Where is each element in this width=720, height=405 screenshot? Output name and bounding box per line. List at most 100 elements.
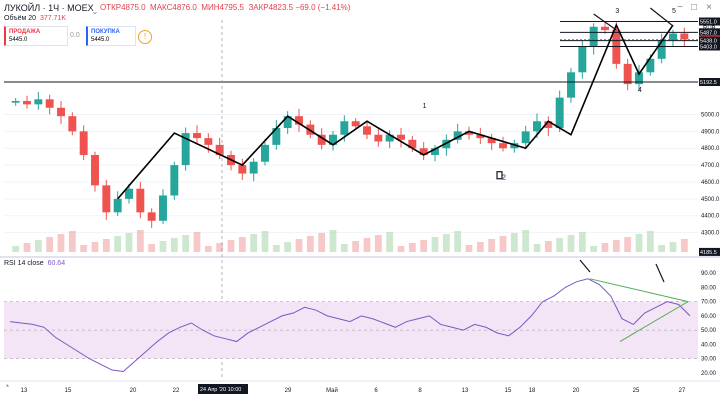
candle-body — [612, 30, 621, 64]
volume-bar — [431, 237, 439, 252]
candle-body — [11, 100, 20, 103]
price-tag — [699, 17, 720, 26]
wave-trend-line — [117, 23, 674, 200]
minimize-icon[interactable]: − — [677, 2, 683, 13]
arrow-line — [655, 263, 665, 283]
volume-bar — [635, 234, 643, 252]
price-tick-label: 4700.0 — [701, 163, 720, 169]
candle-body — [283, 116, 292, 128]
volume-bar — [352, 241, 360, 252]
rsi-legend: RSI 14 close 60.64 — [4, 260, 65, 267]
time-tick-label: 13 — [462, 388, 469, 394]
candle-body — [147, 212, 156, 221]
candle-body — [113, 198, 122, 213]
candle-body — [499, 143, 507, 149]
maximize-icon[interactable]: □ — [690, 2, 698, 13]
price-tick-label: 4900.0 — [701, 129, 720, 135]
volume-bar — [159, 241, 167, 252]
volume-value: 377.71K — [39, 15, 67, 22]
volume-bar — [12, 246, 20, 252]
volume-bar — [476, 242, 484, 252]
volume-bar — [227, 240, 235, 252]
candle-body — [249, 161, 258, 174]
candle-body — [125, 188, 133, 199]
candle-body — [159, 195, 167, 221]
volume-bar — [669, 242, 677, 252]
open-value: ОТКР4875.0 — [100, 3, 146, 12]
volume-bar — [238, 237, 246, 252]
volume-readout: Объём 20 377.71K — [4, 15, 66, 22]
candle-body — [23, 100, 31, 105]
volume-bar — [23, 243, 31, 252]
time-tick-label: 18 — [529, 388, 536, 394]
volume-bar — [148, 244, 156, 252]
volume-bar — [408, 243, 416, 252]
time-tick-label: 8 — [418, 388, 422, 394]
candle-body — [589, 26, 598, 47]
candle-body — [238, 165, 247, 174]
volume-bar — [340, 244, 348, 252]
time-tick-label: 22 — [173, 388, 180, 394]
time-tick-label: 20 — [573, 388, 580, 394]
volume-bar — [374, 235, 382, 252]
candle-body — [374, 134, 383, 142]
wave-label: 3 — [615, 8, 619, 15]
volume-label: Объём 20 — [4, 15, 37, 22]
volume-bar — [612, 240, 620, 252]
buy-price: 5445.0 — [91, 37, 110, 43]
arrow-line — [593, 13, 617, 31]
rsi-line — [9, 278, 691, 372]
price-tag-label: 4185.5 — [700, 250, 717, 256]
candle-body — [544, 121, 553, 128]
info-icon[interactable]: ! — [138, 30, 152, 44]
candle-body — [521, 131, 530, 144]
candle-body — [385, 134, 394, 142]
price-tag — [699, 247, 720, 256]
chart-settings-icon[interactable]: ◔ — [4, 381, 10, 391]
candle-body — [102, 185, 111, 213]
rsi-tick-label: 30.00 — [701, 357, 717, 363]
chart-header: ЛУКОЙЛ · 1Ч · MOEX ⌄ — [4, 3, 98, 16]
rsi-trend-line — [589, 278, 689, 303]
wave-label: 5 — [672, 8, 676, 15]
volume-bar — [216, 243, 224, 252]
price-tag — [699, 78, 720, 87]
chevron-down-icon[interactable]: ⌄ — [91, 7, 99, 16]
symbol-title[interactable]: ЛУКОЙЛ · 1Ч · MOEX — [4, 3, 94, 13]
sell-button[interactable]: ПРОДАЖА 5445.0 — [4, 26, 68, 46]
price-tag — [699, 42, 720, 51]
candle-body — [317, 134, 326, 145]
candle-body — [657, 40, 666, 59]
volume-bar — [590, 246, 598, 252]
close-icon[interactable]: × — [706, 2, 712, 13]
rsi-tick-label: 40.00 — [701, 342, 717, 348]
time-tick-label: 27 — [679, 388, 686, 394]
wave-label: 1 — [423, 103, 427, 110]
candle-body — [170, 165, 179, 196]
volume-bar — [556, 238, 564, 252]
volume-bar — [329, 230, 337, 252]
candle-body — [623, 63, 632, 85]
candle-body — [533, 121, 541, 132]
candle-body — [57, 107, 65, 117]
candle-body — [487, 138, 496, 144]
volume-bar — [522, 230, 530, 252]
price-tag — [699, 28, 720, 37]
candle-body — [79, 131, 88, 155]
wave-label: 4 — [638, 87, 642, 94]
buy-button[interactable]: ПОКУПКА 5445.0 — [86, 26, 136, 46]
time-tick-label: 25 — [633, 388, 640, 394]
candle-body — [91, 154, 99, 186]
close-value: ЗАКР4823.5 −69.0 (−1.41%) — [248, 3, 351, 12]
candle-body — [419, 148, 428, 155]
volume-bar — [442, 234, 450, 252]
candle-body — [635, 72, 643, 85]
candle-body — [680, 33, 689, 40]
time-tick-label: 13 — [21, 388, 28, 394]
candle-body — [204, 138, 213, 145]
volume-bar — [182, 235, 190, 252]
candle-body — [340, 121, 349, 135]
volume-bar — [363, 238, 371, 252]
